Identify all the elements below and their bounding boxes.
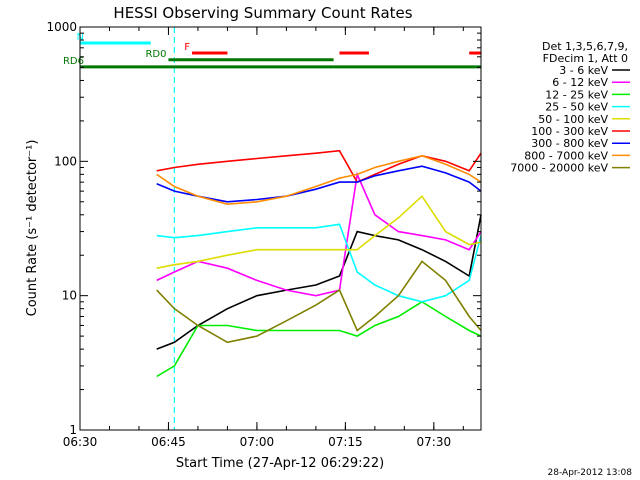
legend-label-5: 100 - 300 keV xyxy=(531,125,608,138)
x-tick-label-4: 07:30 xyxy=(417,435,452,449)
legend-label-3: 25 - 50 keV xyxy=(545,101,608,114)
legend-label-8: 7000 - 20000 keV xyxy=(510,162,608,175)
y-axis-label: Count Rate (s⁻¹ detector⁻¹) xyxy=(25,140,40,317)
series-line-6 xyxy=(156,165,482,203)
legend: Det 1,3,5,6,7,9, FDecim 1, Att 0 3 - 6 k… xyxy=(510,40,630,175)
legend-label-4: 50 - 100 keV xyxy=(538,113,608,126)
flag-label-f: F xyxy=(184,42,190,53)
x-tick-label-1: 06:45 xyxy=(151,435,186,449)
series-line-2 xyxy=(156,300,482,378)
legend-label-0: 3 - 6 keV xyxy=(559,64,608,77)
flag-label-rd0: RD0 xyxy=(145,49,166,60)
series-line-8 xyxy=(156,260,482,344)
legend-header-line-2: FDecim 1, Att 0 xyxy=(543,52,628,65)
legend-label-6: 300 - 800 keV xyxy=(531,137,608,150)
y-tick-label-2: 100 xyxy=(54,154,77,168)
legend-label-7: 800 - 7000 keV xyxy=(524,149,608,162)
series-line-5 xyxy=(156,149,482,184)
legend-header-line-1: Det 1,3,5,6,7,9, xyxy=(542,40,628,53)
legend-label-1: 6 - 12 keV xyxy=(552,76,608,89)
chart-title: HESSI Observing Summary Count Rates xyxy=(113,4,412,22)
flag-label-rd6: RD6 xyxy=(63,56,84,67)
x-tick-label-2: 07:00 xyxy=(240,435,275,449)
series-line-3 xyxy=(156,223,482,303)
series-line-7 xyxy=(156,154,482,206)
y-tick-label-0: 1 xyxy=(69,423,77,437)
y-tick-label-1: 10 xyxy=(62,289,77,303)
y-tick-label-3: 1000 xyxy=(46,20,77,34)
x-axis-label: Start Time (27-Apr-12 06:29:22) xyxy=(176,456,384,471)
x-tick-label-0: 06:30 xyxy=(63,435,98,449)
legend-label-2: 12 - 25 keV xyxy=(545,88,608,101)
series-line-4 xyxy=(156,194,482,269)
timestamp: 28-Apr-2012 13:08 xyxy=(547,468,632,478)
series-line-0 xyxy=(156,214,482,350)
x-tick-label-3: 07:15 xyxy=(328,435,363,449)
plot-frame xyxy=(79,26,482,431)
